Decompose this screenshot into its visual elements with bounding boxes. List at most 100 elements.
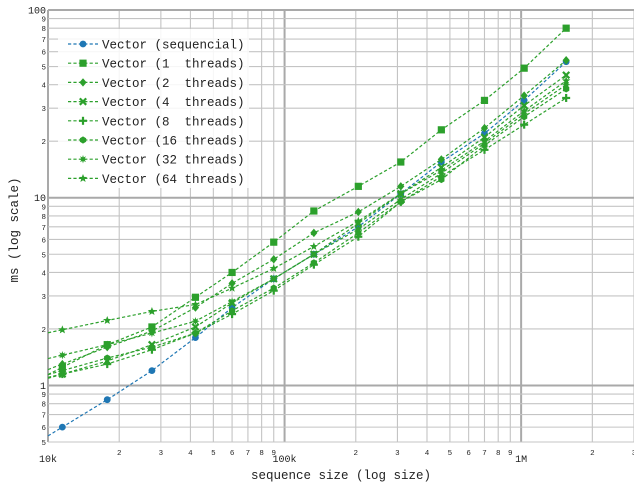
legend-marker bbox=[79, 116, 87, 125]
x-minor-tick-label: 8 bbox=[496, 450, 501, 458]
x-tick-label: 1M bbox=[515, 455, 527, 466]
y-minor-tick-label: 8 bbox=[41, 214, 46, 222]
y-minor-tick-label: 6 bbox=[41, 237, 46, 245]
legend-item: Vector (32 threads) bbox=[68, 154, 245, 168]
data-point bbox=[562, 93, 571, 102]
y-minor-tick-label: 5 bbox=[41, 440, 46, 448]
series-line bbox=[47, 84, 567, 360]
x-minor-tick-label: 4 bbox=[425, 450, 430, 458]
legend-marker bbox=[78, 174, 88, 182]
legend-item: Vector (16 threads) bbox=[68, 135, 245, 149]
legend-label: Vector (8 threads) bbox=[102, 115, 245, 129]
data-point bbox=[480, 136, 489, 145]
data-point bbox=[148, 343, 156, 351]
legend-marker bbox=[78, 155, 88, 164]
series-layer bbox=[47, 24, 571, 437]
legend-item: Vector (64 threads) bbox=[68, 173, 245, 187]
x-minor-tick-label: 3 bbox=[395, 450, 400, 458]
x-minor-tick-label: 3 bbox=[632, 450, 634, 458]
data-point bbox=[269, 274, 278, 284]
tick-labels: 10k100k1M2345678923456789231101005678923… bbox=[28, 7, 634, 467]
legend-box bbox=[58, 29, 249, 188]
legend-marker bbox=[79, 78, 87, 87]
x-minor-tick-label: 7 bbox=[482, 450, 487, 458]
series-6 bbox=[47, 80, 571, 360]
data-point bbox=[104, 354, 111, 362]
data-point bbox=[147, 328, 157, 338]
y-minor-tick-label: 9 bbox=[41, 392, 46, 400]
data-point bbox=[228, 279, 236, 288]
data-point bbox=[480, 123, 489, 133]
data-point bbox=[191, 300, 200, 309]
data-point bbox=[227, 297, 237, 306]
y-minor-tick-label: 5 bbox=[41, 252, 46, 260]
series-line bbox=[47, 27, 567, 376]
data-point bbox=[310, 259, 317, 267]
legend-item: Vector (4 threads) bbox=[68, 96, 245, 110]
data-point bbox=[58, 423, 66, 431]
data-point bbox=[191, 322, 200, 331]
data-point bbox=[309, 242, 319, 251]
x-tick-label: 10k bbox=[39, 454, 57, 466]
data-point bbox=[354, 224, 363, 234]
legend-label: Vector (1 threads) bbox=[102, 58, 245, 72]
data-point bbox=[58, 325, 67, 334]
data-point bbox=[562, 71, 571, 80]
data-point bbox=[520, 91, 528, 100]
legend-label: Vector (32 threads) bbox=[102, 154, 245, 168]
data-point bbox=[520, 64, 528, 72]
y-minor-tick-label: 3 bbox=[41, 106, 46, 114]
data-point bbox=[103, 396, 111, 404]
data-point bbox=[396, 195, 405, 204]
data-point bbox=[437, 126, 445, 134]
y-minor-tick-label: 3 bbox=[41, 294, 46, 302]
data-point bbox=[58, 359, 66, 369]
data-point bbox=[438, 175, 445, 184]
data-point bbox=[310, 207, 318, 215]
y-minor-tick-label: 4 bbox=[41, 83, 46, 91]
legend-label: Vector (4 threads) bbox=[102, 96, 245, 110]
x-minor-tick-label: 4 bbox=[188, 450, 193, 458]
data-point bbox=[354, 216, 363, 225]
data-point bbox=[396, 189, 405, 198]
legend-marker bbox=[79, 59, 87, 67]
x-tick-label: 100k bbox=[273, 454, 297, 466]
legend-item: Vector (sequencial) bbox=[68, 39, 245, 53]
x-minor-tick-label: 8 bbox=[259, 450, 264, 458]
y-axis-label: ms (log scale) bbox=[8, 177, 22, 282]
data-point bbox=[58, 350, 67, 360]
y-minor-tick-label: 7 bbox=[41, 225, 46, 233]
x-minor-tick-label: 5 bbox=[211, 450, 216, 458]
series-7 bbox=[47, 76, 571, 334]
data-point bbox=[191, 293, 200, 301]
series-line bbox=[47, 80, 567, 334]
data-point bbox=[270, 284, 277, 292]
data-point bbox=[227, 283, 237, 292]
y-minor-tick-label: 4 bbox=[41, 270, 46, 278]
y-minor-tick-label: 9 bbox=[41, 17, 46, 25]
data-point bbox=[269, 264, 278, 273]
data-point bbox=[561, 76, 571, 85]
x-minor-tick-label: 9 bbox=[508, 450, 513, 458]
legend-item: Vector (8 threads) bbox=[68, 115, 245, 129]
legend-label: Vector (16 threads) bbox=[102, 135, 245, 149]
data-point bbox=[520, 120, 529, 129]
y-tick-label: 1 bbox=[40, 382, 46, 393]
data-point bbox=[520, 101, 529, 110]
series-2 bbox=[47, 56, 570, 371]
data-point bbox=[228, 268, 236, 277]
legend: Vector (sequencial) Vector (1 threads) Vec… bbox=[58, 29, 249, 188]
data-point bbox=[480, 96, 489, 104]
legend-marker bbox=[79, 136, 87, 144]
y-tick-label: 10 bbox=[34, 194, 46, 205]
y-minor-tick-label: 7 bbox=[41, 37, 46, 45]
series-line bbox=[47, 59, 567, 371]
data-point bbox=[192, 329, 199, 337]
legend-marker bbox=[79, 97, 87, 106]
data-point bbox=[519, 106, 529, 115]
data-point bbox=[354, 207, 362, 217]
legend-label: Vector (2 threads) bbox=[102, 77, 245, 91]
data-point bbox=[59, 367, 66, 375]
y-minor-tick-label: 9 bbox=[41, 204, 46, 212]
